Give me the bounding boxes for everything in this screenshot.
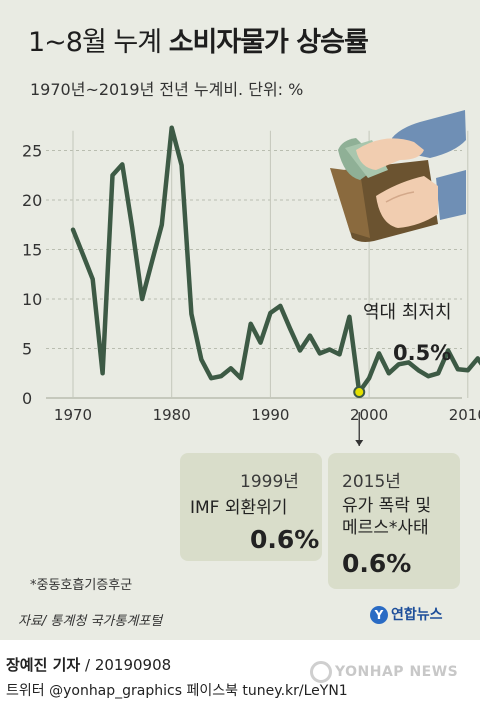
- highlight-point-1999: [353, 386, 366, 399]
- watermark-text: YONHAP NEWS: [335, 664, 459, 680]
- data-point: [377, 351, 381, 355]
- footer: 장예진 기자 / 20190908 트위터 @yonhap_graphics 페…: [0, 640, 480, 703]
- yonhap-logo-icon: Y: [370, 606, 388, 624]
- data-point: [387, 371, 391, 375]
- data-point: [476, 356, 480, 360]
- data-point: [81, 252, 85, 256]
- yonhap-watermark: YONHAP NEWS: [310, 661, 458, 683]
- box-2015-description-line1: 유가 폭락 및: [342, 496, 432, 516]
- data-point: [180, 163, 184, 167]
- data-point: [337, 352, 341, 356]
- box-2015-year: 2015년: [342, 472, 401, 492]
- x-tick-label: 1990: [251, 406, 289, 424]
- data-point: [140, 297, 144, 301]
- data-point: [298, 348, 302, 352]
- data-point: [308, 334, 312, 338]
- annotation-box-1999: 1999년 IMF 외환위기 0.6%: [180, 453, 322, 561]
- y-tick-label: 15: [22, 241, 42, 260]
- data-point: [199, 357, 203, 361]
- y-tick-label: 20: [22, 191, 42, 210]
- data-point: [71, 228, 75, 232]
- data-point: [456, 367, 460, 371]
- data-point: [120, 162, 124, 166]
- data-point: [347, 315, 351, 319]
- source-credit: 자료/ 통계청 국가통계포털: [18, 614, 163, 629]
- social-links: 트위터 @yonhap_graphics 페이스북 tuney.kr/LeYN1: [6, 683, 348, 699]
- data-point: [426, 374, 430, 378]
- y-tick-label: 25: [22, 142, 42, 161]
- data-point: [268, 311, 272, 315]
- data-point: [446, 348, 450, 352]
- data-point: [466, 368, 470, 372]
- data-point: [160, 223, 164, 227]
- data-point: [189, 312, 193, 316]
- title-main: 소비자물가 상승률: [168, 27, 369, 58]
- data-point: [278, 304, 282, 308]
- record-low-label: 역대 최저치: [363, 302, 452, 323]
- data-point: [110, 173, 114, 177]
- data-point: [288, 327, 292, 331]
- data-point: [436, 371, 440, 375]
- y-tick-label: 5: [22, 340, 32, 359]
- chart-subtitle: 1970년~2019년 전년 누계비. 단위: %: [30, 80, 304, 99]
- wallet-illustration-icon: [330, 110, 466, 242]
- box-1999-value: 0.6%: [250, 525, 320, 554]
- data-point: [229, 366, 233, 370]
- series-line: [70, 125, 480, 395]
- data-point: [150, 259, 154, 263]
- data-point: [170, 126, 174, 130]
- box-1999-description: IMF 외환위기: [190, 498, 288, 518]
- data-point: [219, 374, 223, 378]
- arrow-1999-head: [355, 440, 364, 446]
- data-point: [397, 362, 401, 366]
- data-point: [318, 351, 322, 355]
- box-1999-year: 1999년: [240, 472, 299, 492]
- reporter-line: 장예진 기자 / 20190908: [6, 654, 171, 675]
- data-point: [328, 347, 332, 351]
- x-tick-label: 2000: [350, 406, 388, 424]
- data-point: [259, 341, 263, 345]
- data-point: [130, 226, 134, 230]
- record-low-value: 0.5%: [393, 341, 451, 365]
- data-point: [416, 368, 420, 372]
- data-point: [101, 371, 105, 375]
- reporter-name: 장예진 기자: [6, 656, 81, 674]
- data-point: [249, 322, 253, 326]
- watermark-logo-icon: [310, 661, 332, 683]
- data-point: [209, 376, 213, 380]
- data-point: [367, 376, 371, 380]
- x-tick-label: 1970: [54, 406, 92, 424]
- x-tick-label: 2010: [449, 406, 480, 424]
- page-title: 1~8월 누계 소비자물가 상승률: [28, 20, 369, 59]
- footnote: *중동호흡기증후군: [30, 578, 133, 593]
- y-tick-label: 10: [22, 290, 42, 309]
- yonhap-logo: Y 연합뉴스: [370, 604, 443, 624]
- infographic-panel: 1~8월 누계 소비자물가 상승률 1970년~2019년 전년 누계비. 단위…: [0, 0, 480, 640]
- data-point: [239, 376, 243, 380]
- x-tick-label: 1980: [153, 406, 191, 424]
- data-point: [91, 277, 95, 281]
- annotation-box-2015: 2015년 유가 폭락 및 메르스*사태 0.6%: [328, 453, 460, 589]
- data-point: [407, 360, 411, 364]
- box-2015-value: 0.6%: [342, 549, 412, 578]
- box-2015-description-line2: 메르스*사태: [342, 518, 429, 538]
- y-tick-label: 0: [22, 389, 32, 408]
- yonhap-logo-text: 연합뉴스: [391, 607, 443, 623]
- publish-date: / 20190908: [80, 656, 172, 674]
- title-period: 1~8월 누계: [28, 27, 162, 58]
